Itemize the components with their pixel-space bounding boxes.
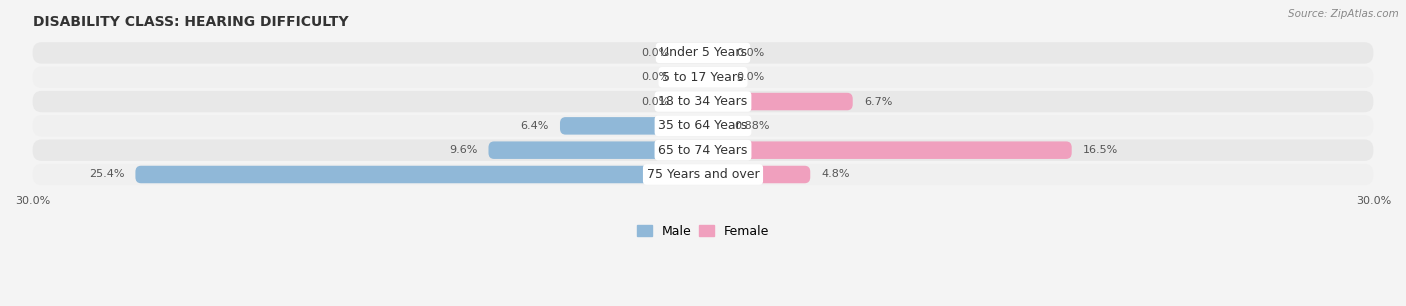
Text: 6.4%: 6.4% bbox=[520, 121, 548, 131]
Text: DISABILITY CLASS: HEARING DIFFICULTY: DISABILITY CLASS: HEARING DIFFICULTY bbox=[32, 15, 349, 29]
Legend: Male, Female: Male, Female bbox=[637, 225, 769, 238]
FancyBboxPatch shape bbox=[135, 166, 703, 183]
Text: 18 to 34 Years: 18 to 34 Years bbox=[658, 95, 748, 108]
Text: Under 5 Years: Under 5 Years bbox=[659, 47, 747, 59]
FancyBboxPatch shape bbox=[32, 91, 1374, 112]
Text: 16.5%: 16.5% bbox=[1083, 145, 1118, 155]
Text: 9.6%: 9.6% bbox=[449, 145, 477, 155]
FancyBboxPatch shape bbox=[32, 164, 1374, 185]
Text: 0.0%: 0.0% bbox=[641, 97, 669, 106]
FancyBboxPatch shape bbox=[703, 141, 1071, 159]
FancyBboxPatch shape bbox=[703, 117, 723, 135]
Text: 75 Years and over: 75 Years and over bbox=[647, 168, 759, 181]
Text: 0.0%: 0.0% bbox=[737, 48, 765, 58]
FancyBboxPatch shape bbox=[703, 166, 810, 183]
Text: 4.8%: 4.8% bbox=[821, 170, 851, 180]
FancyBboxPatch shape bbox=[703, 93, 852, 110]
FancyBboxPatch shape bbox=[32, 115, 1374, 136]
Text: 0.0%: 0.0% bbox=[641, 48, 669, 58]
FancyBboxPatch shape bbox=[32, 42, 1374, 64]
Text: 25.4%: 25.4% bbox=[89, 170, 124, 180]
Text: 6.7%: 6.7% bbox=[863, 97, 893, 106]
Text: 0.0%: 0.0% bbox=[641, 72, 669, 82]
Text: 35 to 64 Years: 35 to 64 Years bbox=[658, 119, 748, 132]
Text: 65 to 74 Years: 65 to 74 Years bbox=[658, 144, 748, 157]
FancyBboxPatch shape bbox=[488, 141, 703, 159]
Text: 0.0%: 0.0% bbox=[737, 72, 765, 82]
FancyBboxPatch shape bbox=[32, 140, 1374, 161]
Text: Source: ZipAtlas.com: Source: ZipAtlas.com bbox=[1288, 9, 1399, 19]
Text: 5 to 17 Years: 5 to 17 Years bbox=[662, 71, 744, 84]
Text: 0.88%: 0.88% bbox=[734, 121, 769, 131]
FancyBboxPatch shape bbox=[32, 66, 1374, 88]
FancyBboxPatch shape bbox=[560, 117, 703, 135]
